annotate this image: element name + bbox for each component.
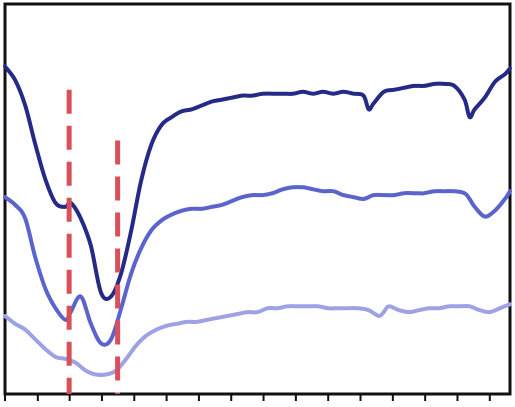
series-lines — [3, 64, 512, 377]
series-line-3 — [3, 302, 512, 377]
x-axis-ticks — [4, 394, 491, 401]
plot-frame — [3, 2, 512, 396]
series-line-1 — [3, 64, 512, 301]
plot-border — [3, 2, 512, 396]
dashed-marker-lines — [66, 89, 121, 394]
series-line-2 — [3, 185, 512, 347]
